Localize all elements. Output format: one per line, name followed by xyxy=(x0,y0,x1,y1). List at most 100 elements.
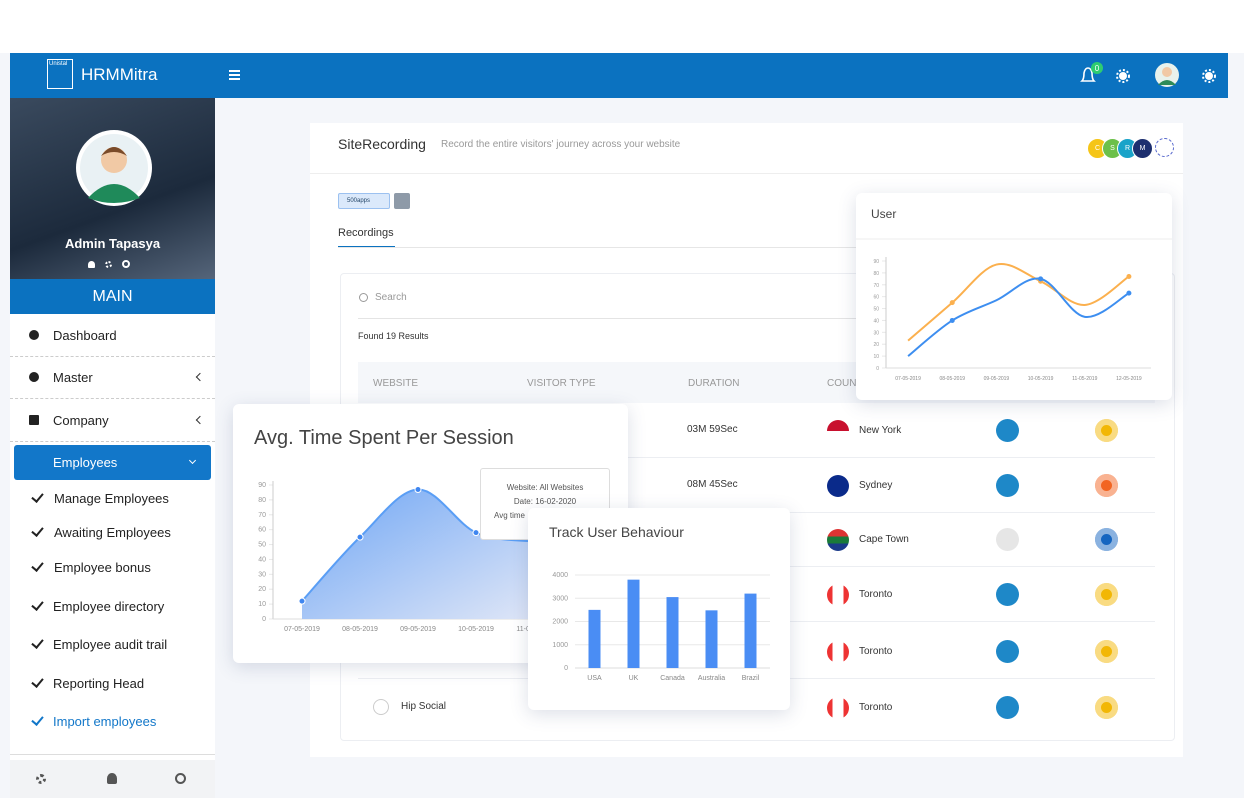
menu-label[interactable]: Company xyxy=(53,413,109,428)
browser-icon xyxy=(1095,419,1118,442)
column-header: DURATION xyxy=(688,378,740,389)
browser-icon xyxy=(1095,640,1118,663)
power-icon[interactable] xyxy=(122,260,130,268)
point xyxy=(298,597,306,605)
settings-icon[interactable] xyxy=(1202,69,1216,83)
top-margin xyxy=(0,0,1244,53)
bar xyxy=(627,579,640,668)
y-tick-label: 50 xyxy=(258,542,266,549)
brand[interactable]: HRMMitra xyxy=(81,65,158,84)
x-tick-label: 08-05-2019 xyxy=(342,626,378,633)
x-tick-label: 10-05-2019 xyxy=(1028,376,1054,382)
point xyxy=(414,485,422,493)
submenu-label[interactable]: Awaiting Employees xyxy=(54,525,171,540)
duration: 03M 59Sec xyxy=(687,424,738,435)
tab[interactable]: Recordings xyxy=(338,227,394,239)
divider xyxy=(10,398,215,399)
tooltip-line: Website: All Websites xyxy=(506,483,584,492)
settings-icon[interactable] xyxy=(105,261,112,268)
y-tick-label: 80 xyxy=(258,497,266,504)
submenu-label[interactable]: Manage Employees xyxy=(54,491,169,506)
city: Toronto xyxy=(859,589,893,600)
os-icon xyxy=(996,528,1019,551)
y-tick-label: 70 xyxy=(873,283,879,289)
x-tick-label: 10-05-2019 xyxy=(458,626,494,633)
x-tick-label: 12-05-2019 xyxy=(1116,376,1142,382)
menu-item-active[interactable] xyxy=(14,445,211,480)
x-tick-label: 08-05-2019 xyxy=(939,376,965,382)
os-icon xyxy=(996,419,1019,442)
search-input[interactable]: Search xyxy=(375,292,407,303)
menu-label[interactable]: Master xyxy=(53,370,93,385)
y-tick-label: 40 xyxy=(873,318,879,324)
sidebar-footer xyxy=(10,760,215,798)
city: Toronto xyxy=(859,646,893,657)
duration: 08M 45Sec xyxy=(687,479,738,490)
header: Unistal HRMMitra 0 xyxy=(10,53,1228,98)
user-name: Admin Tapasya xyxy=(64,236,161,251)
row-divider xyxy=(358,457,1155,458)
os-icon xyxy=(996,583,1019,606)
notifications[interactable]: 0 xyxy=(1076,61,1106,89)
bar xyxy=(666,597,679,668)
y-tick-label: 30 xyxy=(873,330,879,336)
divider xyxy=(338,247,883,248)
menu-toggle[interactable] xyxy=(229,70,240,72)
check-icon xyxy=(31,675,44,688)
search-underline xyxy=(358,318,871,319)
divider xyxy=(10,754,215,755)
x-tick-label: 11-05-2019 xyxy=(1072,376,1097,382)
y-tick-label: 10 xyxy=(873,354,879,360)
settings-icon[interactable] xyxy=(36,774,46,784)
avatar[interactable]: M xyxy=(1132,138,1153,159)
y-tick-label: 90 xyxy=(258,482,266,489)
results-count: Found 19 Results xyxy=(358,331,429,341)
submenu-label[interactable]: Employee bonus xyxy=(54,560,151,575)
bar xyxy=(588,609,601,668)
check-icon xyxy=(31,524,44,537)
x-tick-label: 07-05-2019 xyxy=(895,376,921,382)
submenu-label[interactable]: Import employees xyxy=(53,714,157,729)
point xyxy=(949,317,955,323)
point xyxy=(1038,276,1044,282)
os-icon xyxy=(996,640,1019,663)
profile-icon[interactable] xyxy=(88,261,95,268)
add-button[interactable] xyxy=(394,193,410,209)
submenu-label[interactable]: Employee directory xyxy=(53,599,165,614)
avatar-more[interactable] xyxy=(1155,138,1174,157)
flag xyxy=(827,641,849,663)
menu-label[interactable]: Employees xyxy=(53,455,118,470)
chevron xyxy=(195,415,205,425)
flag xyxy=(827,584,849,606)
menu-icon xyxy=(29,415,39,425)
flag xyxy=(827,420,849,442)
menu-label[interactable]: Dashboard xyxy=(53,328,117,343)
track-chart: Track User Behaviour 0 1000 2000 3000 4000 USA… xyxy=(549,524,770,682)
flag xyxy=(827,475,849,497)
flag xyxy=(827,529,849,551)
point xyxy=(1126,290,1132,296)
chart-title: Avg. Time Spent Per Session xyxy=(254,427,514,449)
profile: Admin Tapasya xyxy=(10,98,215,279)
user-avatar[interactable] xyxy=(1154,62,1180,88)
check-icon xyxy=(31,598,44,611)
avg-time-card: Avg. Time Spent Per Session 0 10 20 30 40 50 60… xyxy=(233,404,628,663)
power-icon[interactable] xyxy=(175,773,186,784)
divider xyxy=(10,356,215,357)
profile-icon[interactable] xyxy=(107,773,117,784)
divider xyxy=(310,173,1183,174)
badge: 0 xyxy=(1095,64,1100,73)
sidebar: Admin Tapasya MAIN Dashboard Master Compan… xyxy=(10,98,215,798)
submenu-label[interactable]: Reporting Head xyxy=(53,676,145,691)
city: Toronto xyxy=(859,702,893,713)
line xyxy=(907,262,1130,342)
settings-icon[interactable] xyxy=(1116,69,1130,83)
user-chart: User 0 10 20 30 40 50 60 70 80 90 07-05-2019 08-05-2… xyxy=(856,207,1172,382)
play-icon[interactable] xyxy=(373,699,389,715)
y-tick-label: 50 xyxy=(873,307,879,313)
track-card: Track User Behaviour 0 1000 2000 3000 4000 USA… xyxy=(528,508,790,710)
tag[interactable]: 500apps xyxy=(338,193,390,209)
submenu-label[interactable]: Employee audit trail xyxy=(53,637,168,652)
chart-title: User xyxy=(871,207,896,221)
